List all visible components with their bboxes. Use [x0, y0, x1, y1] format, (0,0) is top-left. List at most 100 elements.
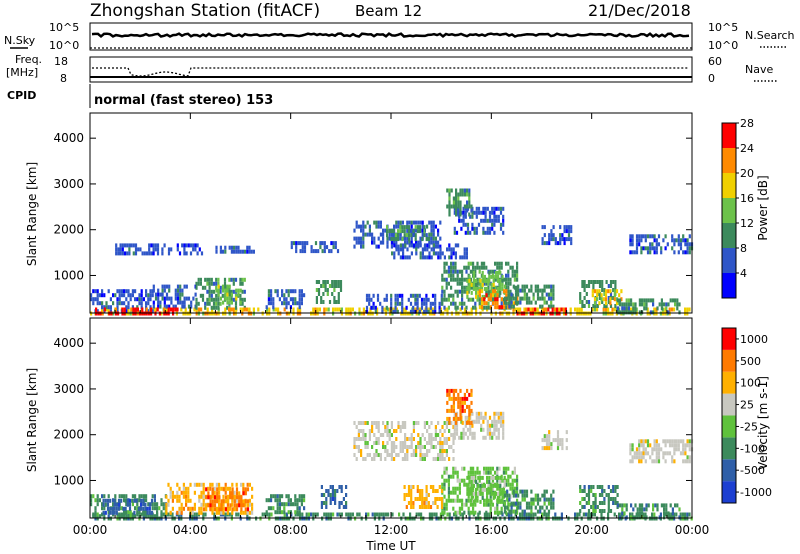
power-cell: [147, 301, 150, 306]
power-cell: [152, 300, 155, 305]
power-cell: [660, 306, 663, 311]
power-cell: [496, 301, 499, 306]
velocity-cell: [494, 494, 497, 499]
power-cell: [598, 284, 602, 288]
velocity-cell: [426, 421, 429, 425]
power-cell: [430, 247, 433, 252]
power-cell: [457, 200, 460, 205]
power-cell: [116, 309, 119, 314]
velocity-cell: [427, 505, 430, 509]
velocity-cell: [523, 509, 526, 514]
velocity-heatmap: [90, 388, 694, 521]
velocity-cell: [660, 447, 663, 452]
velocity-cell: [107, 514, 110, 519]
velocity-cell: [645, 515, 648, 520]
velocity-cell: [355, 437, 358, 441]
velocity-cell: [452, 408, 455, 413]
velocity-cell: [379, 453, 382, 457]
power-cell: [476, 277, 479, 282]
velocity-cell: [511, 486, 514, 491]
power-cell: [103, 307, 106, 312]
power-cell: [638, 302, 641, 307]
power-cell: [547, 284, 551, 289]
velocity-cell: [583, 489, 586, 493]
power-cell: [415, 228, 418, 233]
power-cell: [512, 296, 515, 301]
velocity-cell: [635, 455, 639, 460]
velocity-cell: [508, 493, 511, 498]
velocity-cell: [499, 411, 503, 416]
power-cell: [576, 307, 579, 312]
power-cell: [193, 307, 196, 312]
power-cell: [119, 251, 122, 256]
power-cell: [514, 296, 518, 301]
velocity-cell: [463, 510, 466, 515]
velocity-cell: [248, 510, 251, 515]
velocity-cell: [493, 427, 496, 432]
power-cell: [416, 301, 419, 306]
power-cell: [434, 301, 437, 306]
velocity-cell: [601, 501, 604, 505]
power-cell: [638, 298, 641, 303]
velocity-cell: [435, 512, 438, 517]
velocity-cell: [229, 506, 232, 511]
power-cell: [455, 212, 458, 217]
power-cell: [612, 280, 615, 284]
power-cell: [465, 269, 468, 274]
velocity-cell: [120, 514, 123, 519]
power-cell: [497, 274, 500, 279]
power-cell: [412, 309, 415, 314]
velocity-cell: [429, 505, 433, 509]
power-cell: [408, 233, 411, 238]
velocity-cell: [147, 514, 150, 519]
power-cell: [432, 247, 435, 252]
power-cell: [397, 229, 400, 234]
power-cell: [452, 251, 455, 256]
velocity-cell: [681, 512, 684, 517]
power-cell: [355, 236, 358, 241]
velocity-cell: [453, 431, 456, 436]
power-cell: [163, 243, 166, 248]
velocity-cell: [371, 421, 374, 425]
velocity-cell: [227, 499, 230, 504]
velocity-cell: [296, 498, 299, 503]
power-cell: [645, 298, 648, 303]
velocity-cell: [466, 404, 469, 409]
velocity-region: [265, 494, 306, 515]
power-cell: [527, 307, 530, 312]
power-cell: [516, 277, 519, 282]
power-cell: [455, 192, 458, 197]
velocity-cell: [510, 505, 513, 510]
power-cell: [157, 288, 160, 293]
power-cell: [372, 305, 375, 310]
velocity-cell: [457, 396, 460, 401]
power-cell: [519, 300, 522, 305]
power-cell: [323, 245, 326, 250]
power-cell: [161, 288, 164, 293]
velocity-cell: [193, 512, 196, 517]
power-cell: [412, 229, 415, 234]
power-cell: [492, 293, 495, 298]
power-cell: [550, 229, 553, 234]
velocity-cell: [373, 441, 376, 445]
velocity-cell: [226, 486, 229, 491]
power-cell: [125, 305, 128, 310]
power-cell: [401, 309, 404, 314]
power-cell: [655, 238, 658, 243]
power-cell: [217, 277, 220, 282]
velocity-cell: [472, 491, 475, 496]
power-cell: [340, 307, 343, 312]
velocity-cell: [460, 435, 463, 440]
velocity-cell: [445, 502, 448, 507]
velocity-cell: [471, 431, 474, 436]
power-cell: [679, 246, 683, 251]
velocity-cell: [545, 438, 549, 443]
power-cell: [377, 244, 380, 249]
power-cell: [649, 246, 652, 251]
power-cell: [241, 281, 244, 286]
velocity-cell: [491, 419, 494, 424]
power-cell: [493, 214, 496, 219]
power-cell: [210, 297, 213, 302]
power-colorbar-tick-label: 4: [740, 267, 747, 280]
velocity-cell: [638, 459, 641, 464]
